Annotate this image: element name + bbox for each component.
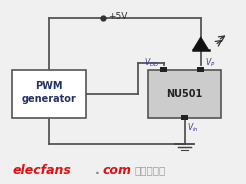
Text: $V_P$: $V_P$	[205, 56, 216, 69]
Text: .: .	[95, 164, 100, 177]
Bar	[12, 70, 86, 118]
Text: PWM: PWM	[35, 82, 63, 91]
Text: NU501: NU501	[166, 89, 203, 99]
Bar	[160, 67, 167, 72]
Text: +5V: +5V	[108, 12, 128, 21]
Polygon shape	[193, 37, 209, 50]
Text: 电子发烧友: 电子发烧友	[134, 165, 165, 175]
Text: $V_{DD}$: $V_{DD}$	[144, 56, 159, 69]
Text: generator: generator	[22, 94, 77, 104]
Text: com: com	[102, 164, 131, 177]
Bar	[181, 115, 188, 120]
Text: $V_{in}$: $V_{in}$	[187, 121, 199, 134]
Bar	[148, 70, 221, 118]
Bar	[197, 67, 204, 72]
Text: elecfans: elecfans	[12, 164, 71, 177]
